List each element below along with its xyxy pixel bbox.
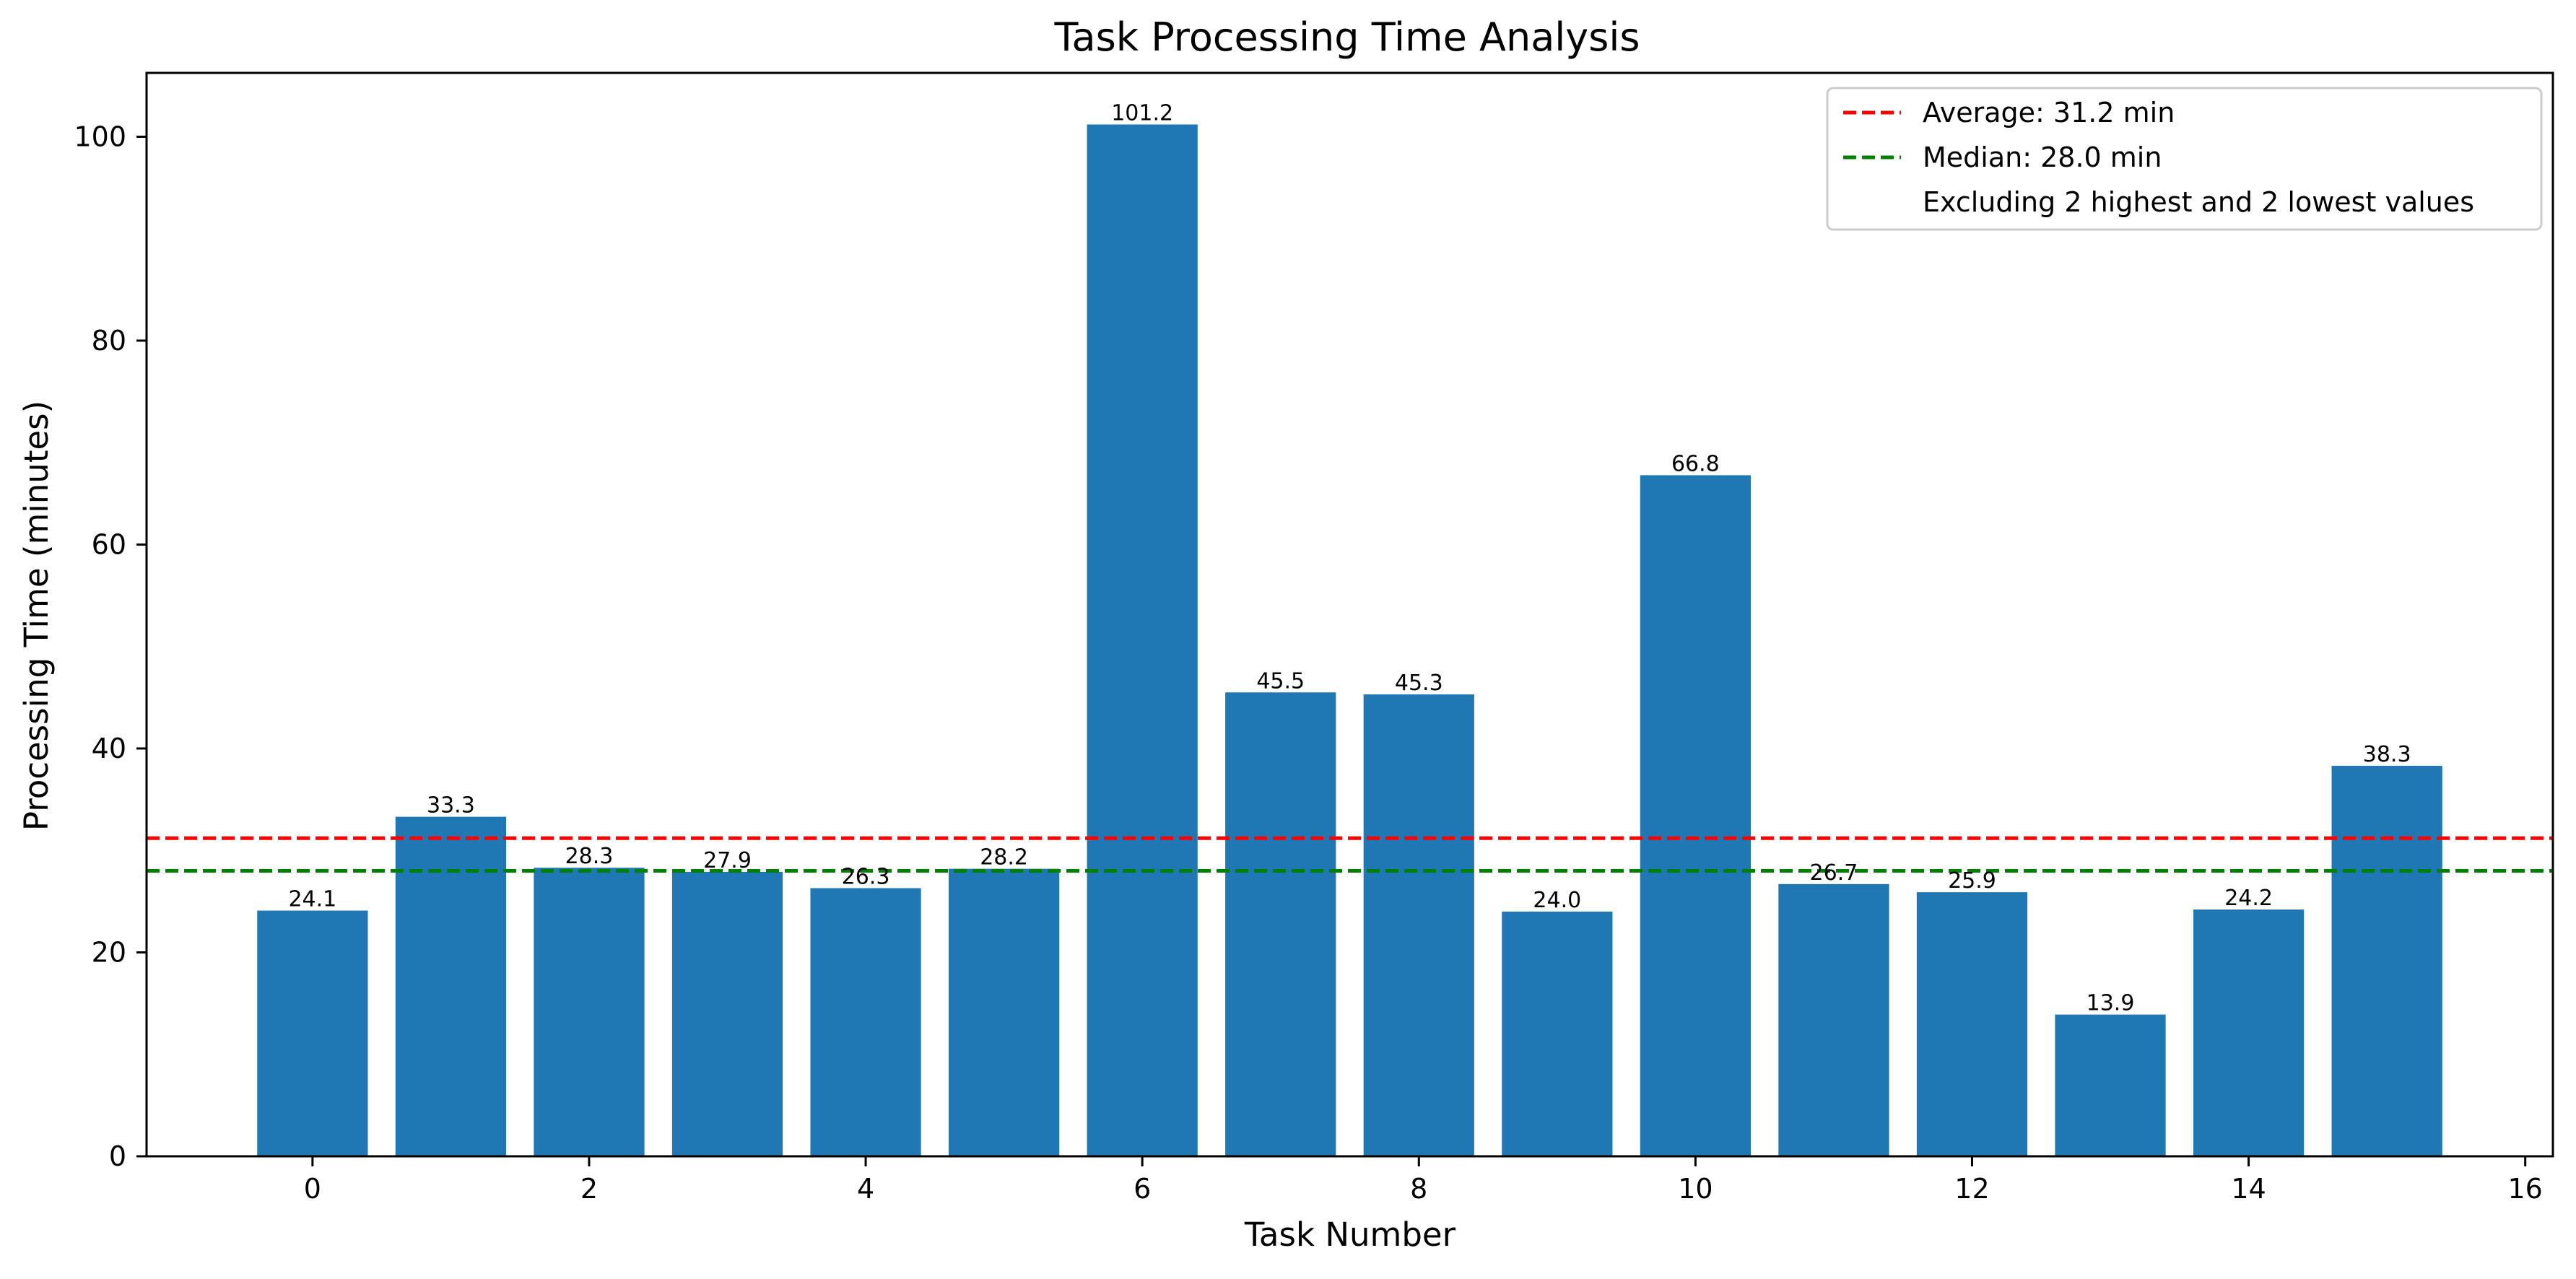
x-axis-label: Task Number xyxy=(1244,1215,1456,1254)
value-label-task-1: 33.3 xyxy=(427,793,475,819)
value-label-task-5: 28.2 xyxy=(980,845,1028,870)
bar-task-15 xyxy=(2331,765,2442,1156)
x-tick-label: 10 xyxy=(1678,1173,1713,1205)
value-label-task-10: 66.8 xyxy=(1671,451,1720,476)
bar-task-1 xyxy=(395,816,507,1156)
y-tick-label: 40 xyxy=(92,733,126,764)
legend: Average: 31.2 min Median: 28.0 min Excludi… xyxy=(1826,87,2543,231)
bar-task-7 xyxy=(1225,692,1336,1156)
legend-entry-label: Average: 31.2 min xyxy=(1923,97,2175,128)
value-label-task-14: 24.2 xyxy=(2224,886,2273,911)
value-label-task-4: 26.3 xyxy=(842,864,890,889)
bar-task-3 xyxy=(671,871,783,1156)
value-label-task-11: 26.7 xyxy=(1810,860,1858,886)
plot-area: 24.1 33.3 28.3 27.9 26.3 28.2 101.2 45.5 45.3 24.… xyxy=(145,71,2554,1158)
y-tick-label: 0 xyxy=(109,1140,126,1172)
bar-task-4 xyxy=(810,888,921,1156)
bar-task-9 xyxy=(1502,911,1613,1156)
value-label-task-0: 24.1 xyxy=(288,887,336,912)
bar-task-13 xyxy=(2055,1014,2166,1156)
value-label-task-9: 24.0 xyxy=(1533,888,1581,913)
legend-entry-label: Excluding 2 highest and 2 lowest values xyxy=(1923,186,2474,218)
y-axis: 0 20 40 60 80 100 xyxy=(74,121,147,1172)
value-label-task-15: 38.3 xyxy=(2363,742,2411,767)
plot-frame xyxy=(145,71,2554,1158)
value-label-task-2: 28.3 xyxy=(565,844,614,869)
y-tick-label: 100 xyxy=(74,121,126,152)
legend-box xyxy=(1826,87,2543,231)
x-tick-label: 2 xyxy=(580,1173,598,1205)
x-tick-label: 4 xyxy=(857,1173,874,1205)
x-tick-label: 16 xyxy=(2508,1173,2543,1205)
bar-task-10 xyxy=(1640,475,1751,1156)
bar-task-0 xyxy=(257,910,368,1156)
x-tick-label: 14 xyxy=(2231,1173,2266,1205)
bar-task-14 xyxy=(2193,909,2305,1156)
x-tick-label: 8 xyxy=(1410,1173,1427,1205)
x-tick-label: 6 xyxy=(1133,1173,1151,1205)
x-tick-label: 12 xyxy=(1954,1173,1989,1205)
bar-task-2 xyxy=(534,868,645,1156)
x-axis: 0 2 4 6 8 10 12 14 16 xyxy=(304,1156,2543,1205)
y-tick-label: 60 xyxy=(92,528,126,560)
bar-task-8 xyxy=(1363,694,1474,1156)
value-label-task-8: 45.3 xyxy=(1395,671,1443,696)
bar-task-11 xyxy=(1778,883,1889,1156)
value-label-task-7: 45.5 xyxy=(1256,668,1305,694)
chart-title: Task Processing Time Analysis xyxy=(1053,14,1640,60)
bar-task-5 xyxy=(949,868,1060,1156)
value-label-task-13: 13.9 xyxy=(2087,991,2135,1016)
value-label-task-12: 25.9 xyxy=(1948,868,1996,894)
bar-task-12 xyxy=(1916,892,2028,1156)
value-label-task-3: 27.9 xyxy=(703,848,752,873)
legend-entry-label: Median: 28.0 min xyxy=(1923,141,2162,173)
bar-task-6 xyxy=(1087,124,1198,1157)
y-tick-label: 80 xyxy=(92,325,126,357)
y-tick-label: 20 xyxy=(92,936,126,968)
x-tick-label: 0 xyxy=(304,1173,321,1205)
value-label-task-6: 101.2 xyxy=(1111,100,1173,126)
y-axis-label: Processing Time (minutes) xyxy=(17,401,56,831)
